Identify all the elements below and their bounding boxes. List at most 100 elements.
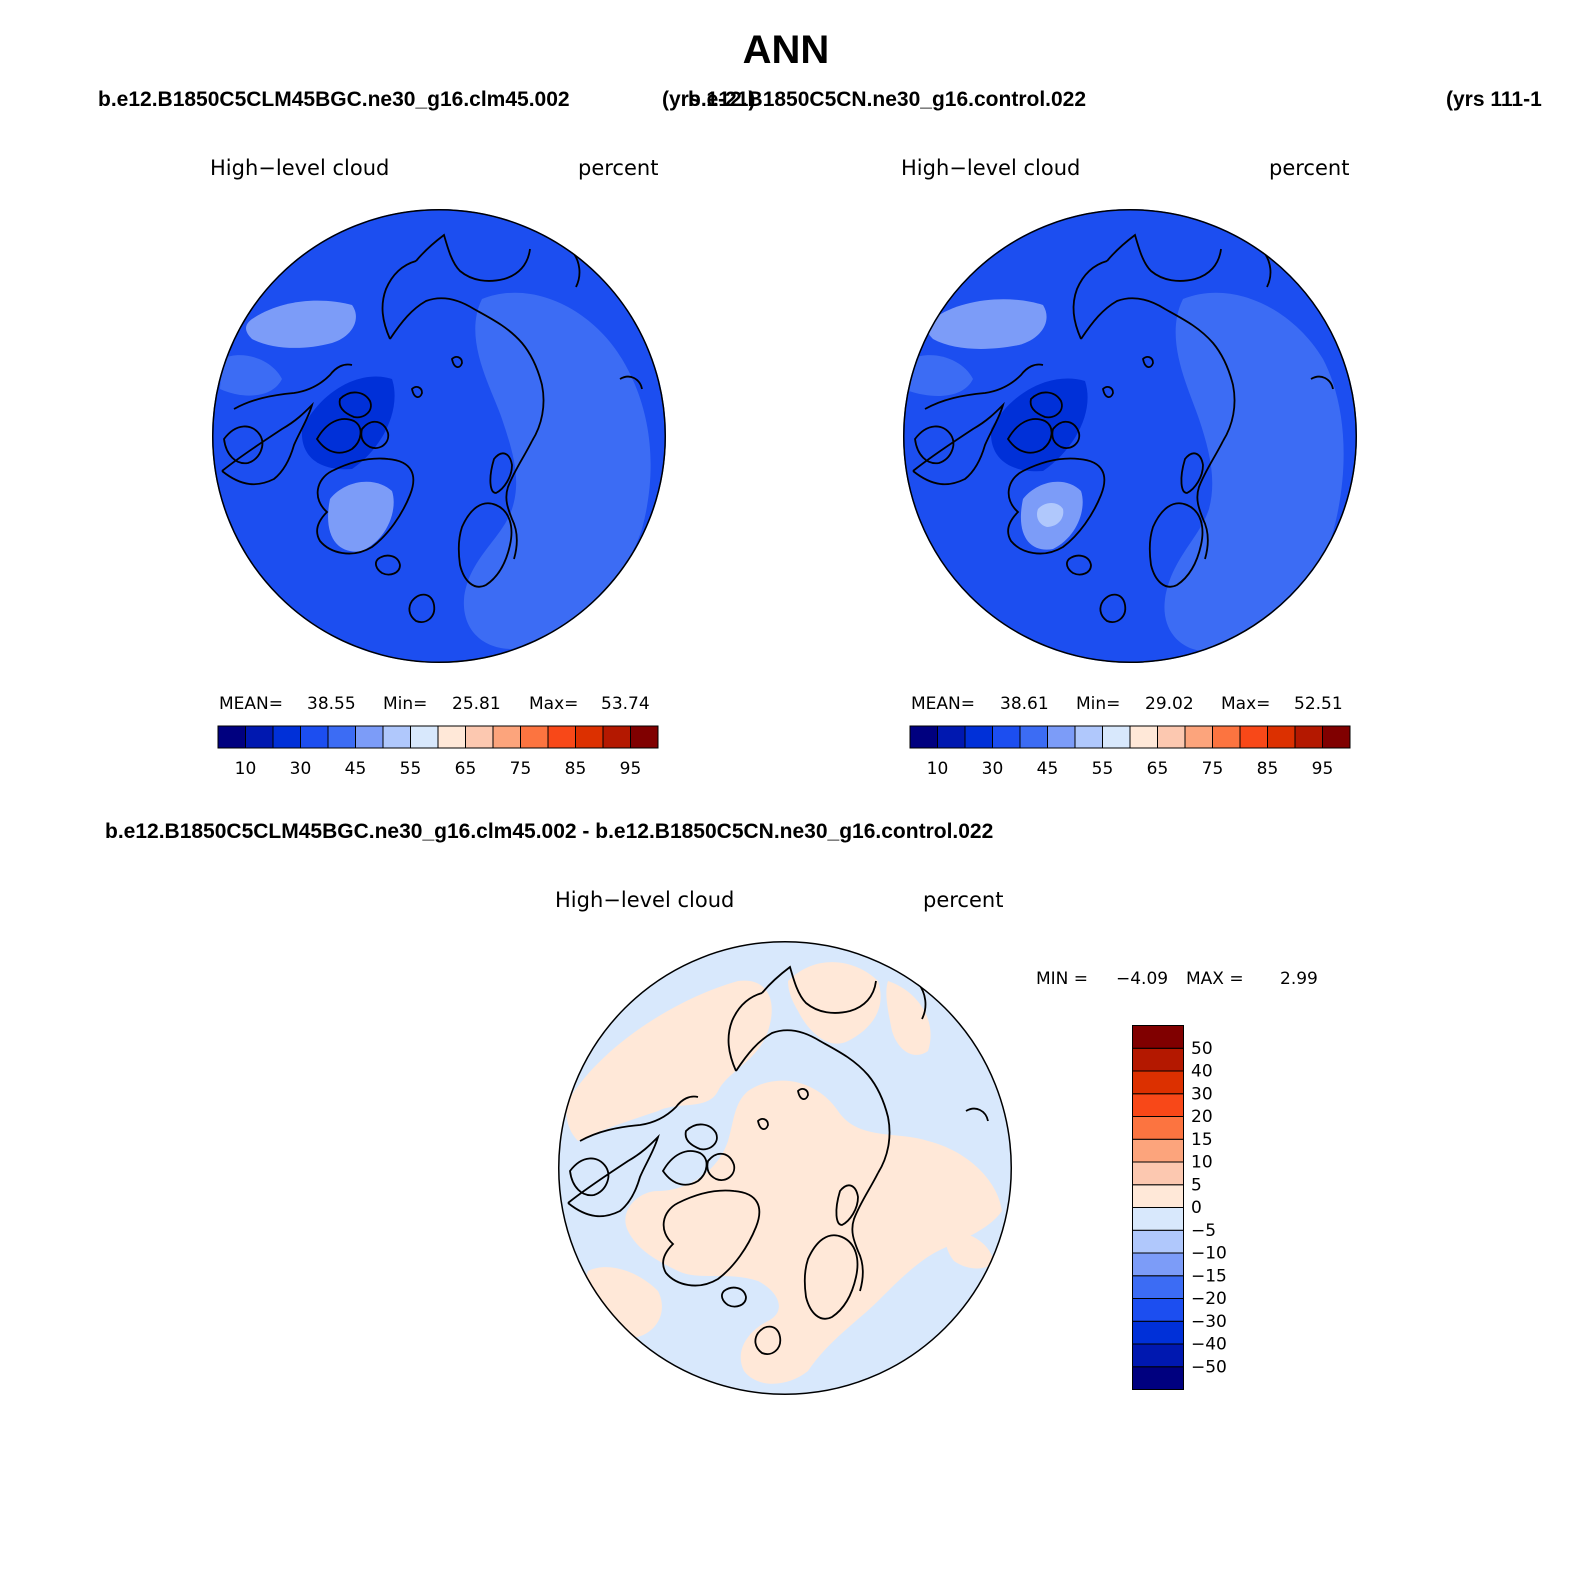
- colorbar-box: [1132, 1229, 1184, 1254]
- coastline: [706, 1152, 736, 1181]
- colorbar-box: [1157, 725, 1186, 749]
- panel-c-polar-map: [558, 941, 1012, 1395]
- colorbar-box: [465, 725, 494, 749]
- coastline: [1066, 554, 1092, 576]
- colorbar-label: 30: [290, 759, 312, 779]
- colorbar-box: [1019, 725, 1048, 749]
- colorbar-label: −15: [1191, 1266, 1227, 1286]
- coastline: [761, 965, 877, 1014]
- colorbar-box: [217, 725, 246, 749]
- colorbar-box: [547, 725, 576, 749]
- contour-region: [927, 299, 1047, 349]
- coastline: [684, 1123, 718, 1151]
- coastline: [965, 1107, 989, 1122]
- panel-c-max-label: MAX =: [1186, 969, 1244, 989]
- contour-region: [886, 981, 931, 1055]
- colorbar-label: 30: [1191, 1084, 1213, 1104]
- colorbar-label: 45: [345, 759, 367, 779]
- colorbar-box: [492, 725, 521, 749]
- coastline: [914, 425, 955, 465]
- coastline: [835, 1184, 859, 1226]
- colorbar-label: 85: [1257, 759, 1279, 779]
- coastline: [451, 356, 463, 368]
- panel-c-units: percent: [923, 888, 1004, 912]
- colorbar-label: 75: [1202, 759, 1224, 779]
- colorbar-box: [1129, 725, 1158, 749]
- coastline: [360, 420, 390, 449]
- coastline: [567, 1133, 660, 1218]
- colorbar-label: −20: [1191, 1289, 1227, 1309]
- coastline: [1007, 457, 1106, 555]
- coastline: [1099, 593, 1127, 623]
- contour-region: [788, 962, 881, 1044]
- coastline: [569, 1157, 610, 1197]
- coastline: [1106, 233, 1222, 282]
- colorbar-label: 15: [1191, 1130, 1213, 1150]
- contour-region: [946, 1231, 994, 1269]
- contour-region: [566, 980, 772, 1141]
- colorbar-box: [382, 725, 411, 749]
- colorbar-box: [1074, 725, 1103, 749]
- colorbar-box: [1132, 1298, 1184, 1322]
- coastline: [619, 375, 643, 390]
- panel-c-max-value: 2.99: [1280, 969, 1318, 989]
- map-border: [903, 209, 1357, 663]
- panel-a-years: (yrs 1-21): [662, 88, 756, 111]
- coastline: [411, 386, 423, 398]
- panel-b-variable: High−level cloud: [901, 156, 1081, 180]
- coastline: [662, 1189, 761, 1287]
- panel-a-mean-value: 38.55: [307, 694, 356, 714]
- colorbar-label: 30: [982, 759, 1004, 779]
- coastline: [1142, 356, 1154, 368]
- panel-b-max-label: Max=: [1221, 694, 1271, 714]
- coastline: [505, 440, 533, 560]
- colorbar-box: [1132, 1184, 1184, 1208]
- colorbar-box: [1132, 1366, 1184, 1390]
- panel-a-min-value: 25.81: [452, 694, 501, 714]
- colorbar-label: −40: [1191, 1335, 1227, 1355]
- colorbar-box: [964, 725, 993, 749]
- colorbar-box: [1294, 725, 1323, 749]
- colorbar-label: 10: [927, 759, 949, 779]
- coastline: [803, 1234, 859, 1320]
- colorbar-label: 45: [1037, 759, 1059, 779]
- panel-c-min-label: MIN =: [1036, 969, 1089, 989]
- colorbar-box: [575, 725, 604, 749]
- colorbar-box: [1132, 1116, 1184, 1140]
- colorbar-label: 55: [400, 759, 422, 779]
- contour-region: [246, 300, 356, 348]
- colorbar-box: [909, 725, 938, 749]
- map-border: [558, 941, 1012, 1395]
- coastline: [389, 297, 545, 442]
- panel-a-variable: High−level cloud: [210, 156, 390, 180]
- colorbar-box: [1132, 1207, 1184, 1231]
- contour-region: [463, 292, 651, 649]
- panel-b-case-title: b.e12.B1850C5CN.ne30_g16.control.022: [688, 88, 1087, 111]
- coastline: [757, 1118, 769, 1130]
- colorbar-label: 95: [620, 759, 642, 779]
- colorbar-box: [355, 725, 384, 749]
- coastline: [316, 457, 415, 555]
- colorbar-box: [1102, 725, 1131, 749]
- contour-region: [625, 1080, 1002, 1384]
- panel-a-polar-map: [212, 209, 666, 663]
- coastline: [1072, 260, 1108, 340]
- colorbar-label: −5: [1191, 1221, 1216, 1241]
- colorbar-box: [1212, 725, 1241, 749]
- colorbar-box: [1267, 725, 1296, 749]
- panel-a-mean-label: MEAN=: [219, 694, 283, 714]
- colorbar-label: 10: [235, 759, 257, 779]
- colorbar-label: −10: [1191, 1244, 1227, 1264]
- colorbar-box: [410, 725, 439, 749]
- coastline: [797, 1088, 809, 1100]
- colorbar-label: 85: [565, 759, 587, 779]
- colorbar-box: [272, 725, 301, 749]
- colorbar-label: 65: [455, 759, 477, 779]
- colorbar-box: [1239, 725, 1268, 749]
- colorbar-box: [327, 725, 356, 749]
- panel-a-units: percent: [578, 156, 659, 180]
- contour-region: [220, 355, 282, 396]
- coastline: [415, 233, 531, 282]
- colorbar-label: 75: [510, 759, 532, 779]
- coastline: [457, 502, 513, 588]
